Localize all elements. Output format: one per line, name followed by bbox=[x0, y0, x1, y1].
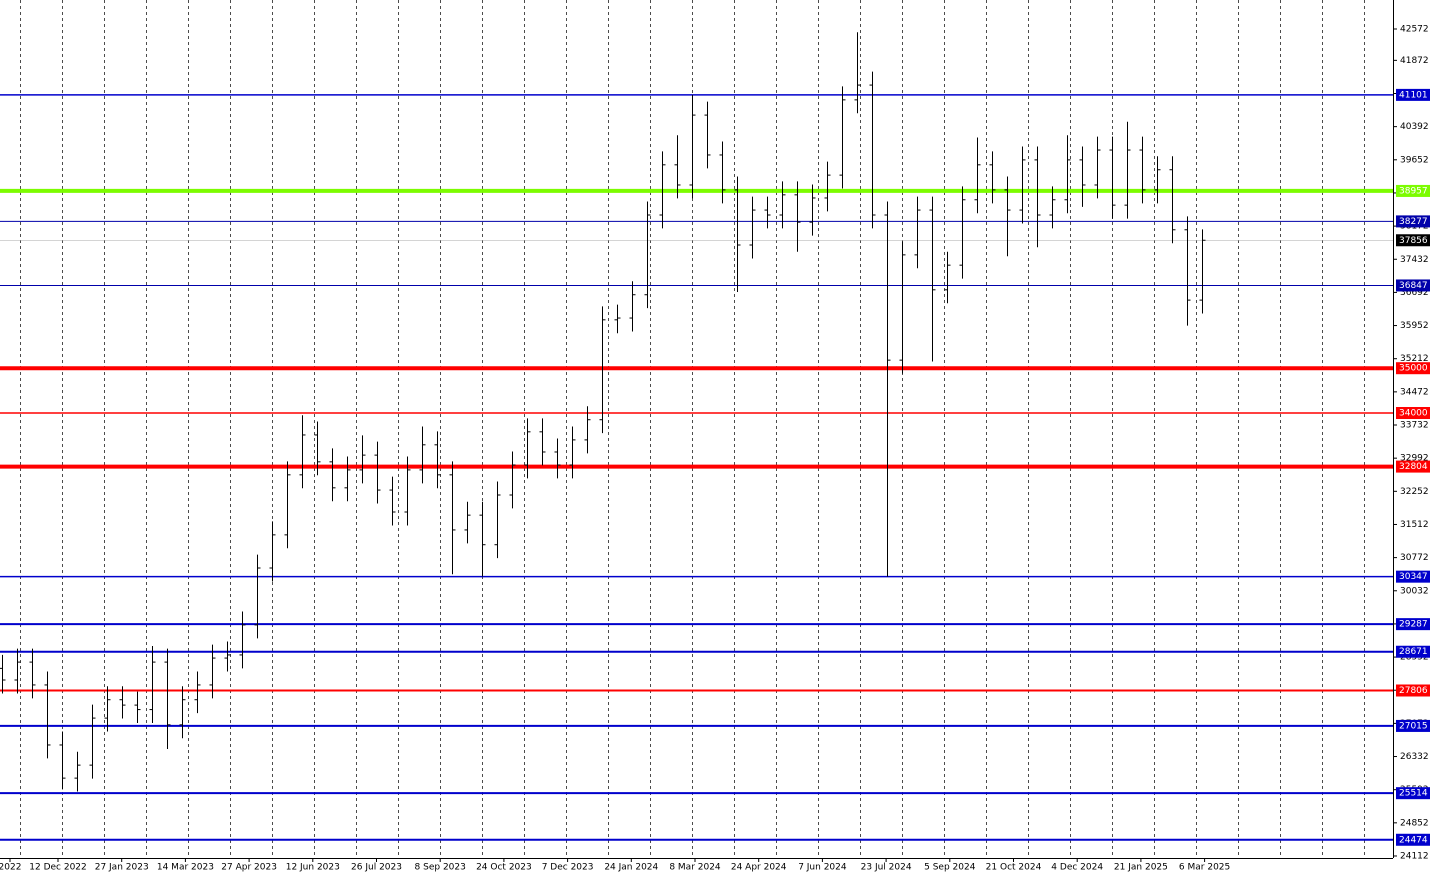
level-label-box bbox=[1396, 684, 1430, 697]
level-label: 29287 bbox=[1399, 620, 1428, 630]
level-label-box bbox=[1396, 787, 1430, 800]
x-tick-label: 4 Dec 2024 bbox=[1051, 863, 1103, 873]
y-tick-label: 35952 bbox=[1400, 321, 1429, 331]
x-tick-label: 14 Mar 2023 bbox=[157, 863, 214, 873]
level-label: 36847 bbox=[1399, 281, 1428, 291]
x-tick-label: 27 Jan 2023 bbox=[95, 863, 149, 873]
level-label: 24474 bbox=[1399, 835, 1428, 845]
x-tick-label: 5 Sep 2024 bbox=[924, 863, 976, 873]
y-tick-label: 30032 bbox=[1400, 586, 1429, 596]
x-tick-label: 6 Mar 2025 bbox=[1179, 863, 1230, 873]
level-label: 27015 bbox=[1399, 721, 1428, 731]
level-label-box bbox=[1396, 719, 1430, 732]
y-tick-label: 31512 bbox=[1400, 520, 1429, 530]
level-label-box bbox=[1396, 833, 1430, 846]
level-label-box bbox=[1396, 407, 1430, 420]
y-tick-label: 35212 bbox=[1400, 354, 1429, 364]
level-label-box bbox=[1396, 362, 1430, 375]
x-tick-label: 24 Apr 2024 bbox=[731, 863, 787, 873]
level-label-box bbox=[1396, 618, 1430, 631]
level-label: 38957 bbox=[1399, 186, 1428, 196]
x-tick-label: 7 Dec 2023 bbox=[542, 863, 594, 873]
level-label: 35000 bbox=[1399, 364, 1428, 374]
y-tick-label: 33732 bbox=[1400, 421, 1429, 431]
x-tick-label: 12 Dec 2022 bbox=[29, 863, 87, 873]
y-tick-label: 30772 bbox=[1400, 553, 1429, 563]
x-tick-label: 8 Mar 2024 bbox=[669, 863, 721, 873]
level-label: 28671 bbox=[1399, 647, 1428, 657]
y-tick-label: 36692 bbox=[1400, 288, 1429, 298]
level-label: 38277 bbox=[1399, 217, 1428, 227]
level-label: 27806 bbox=[1399, 686, 1428, 696]
level-label: 25514 bbox=[1399, 789, 1428, 799]
level-label: 30347 bbox=[1399, 572, 1428, 582]
level-label-box bbox=[1396, 460, 1430, 473]
x-tick-label: 2022 bbox=[0, 863, 21, 873]
x-tick-label: 24 Jan 2024 bbox=[604, 863, 658, 873]
level-label-box bbox=[1396, 279, 1430, 292]
x-tick-label: 21 Oct 2024 bbox=[986, 863, 1042, 873]
y-tick-label: 32252 bbox=[1400, 487, 1429, 497]
x-tick-label: 23 Jul 2024 bbox=[861, 863, 912, 873]
x-tick-label: 27 Apr 2023 bbox=[221, 863, 277, 873]
level-label: 34000 bbox=[1399, 409, 1428, 419]
level-label-box bbox=[1396, 215, 1430, 228]
level-label: 37856 bbox=[1399, 236, 1428, 246]
y-tick-label: 26332 bbox=[1400, 752, 1429, 762]
y-tick-label: 42572 bbox=[1400, 24, 1429, 34]
x-tick-label: 12 Jun 2023 bbox=[286, 863, 340, 873]
level-label-box bbox=[1396, 234, 1430, 247]
y-tick-label: 24852 bbox=[1400, 818, 1429, 828]
y-tick-label: 32992 bbox=[1400, 454, 1429, 464]
x-tick-label: 8 Sep 2023 bbox=[415, 863, 466, 873]
level-label-box bbox=[1396, 88, 1430, 101]
x-tick-label: 26 Jul 2023 bbox=[351, 863, 402, 873]
x-tick-label: 7 Jun 2024 bbox=[798, 863, 847, 873]
x-tick-label: 24 Oct 2023 bbox=[476, 863, 532, 873]
level-label: 41101 bbox=[1399, 90, 1428, 100]
level-label-box bbox=[1396, 570, 1430, 583]
level-label: 32804 bbox=[1399, 462, 1428, 472]
y-tick-label: 37432 bbox=[1400, 255, 1429, 265]
y-tick-label: 39652 bbox=[1400, 155, 1429, 165]
x-tick-label: 21 Jan 2025 bbox=[1114, 863, 1168, 873]
level-label-box bbox=[1396, 645, 1430, 658]
y-tick-label: 40392 bbox=[1400, 122, 1429, 132]
level-label-box bbox=[1396, 184, 1430, 197]
y-tick-label: 41872 bbox=[1400, 56, 1429, 66]
y-tick-label: 34472 bbox=[1400, 387, 1429, 397]
y-tick-label: 24112 bbox=[1400, 851, 1429, 861]
